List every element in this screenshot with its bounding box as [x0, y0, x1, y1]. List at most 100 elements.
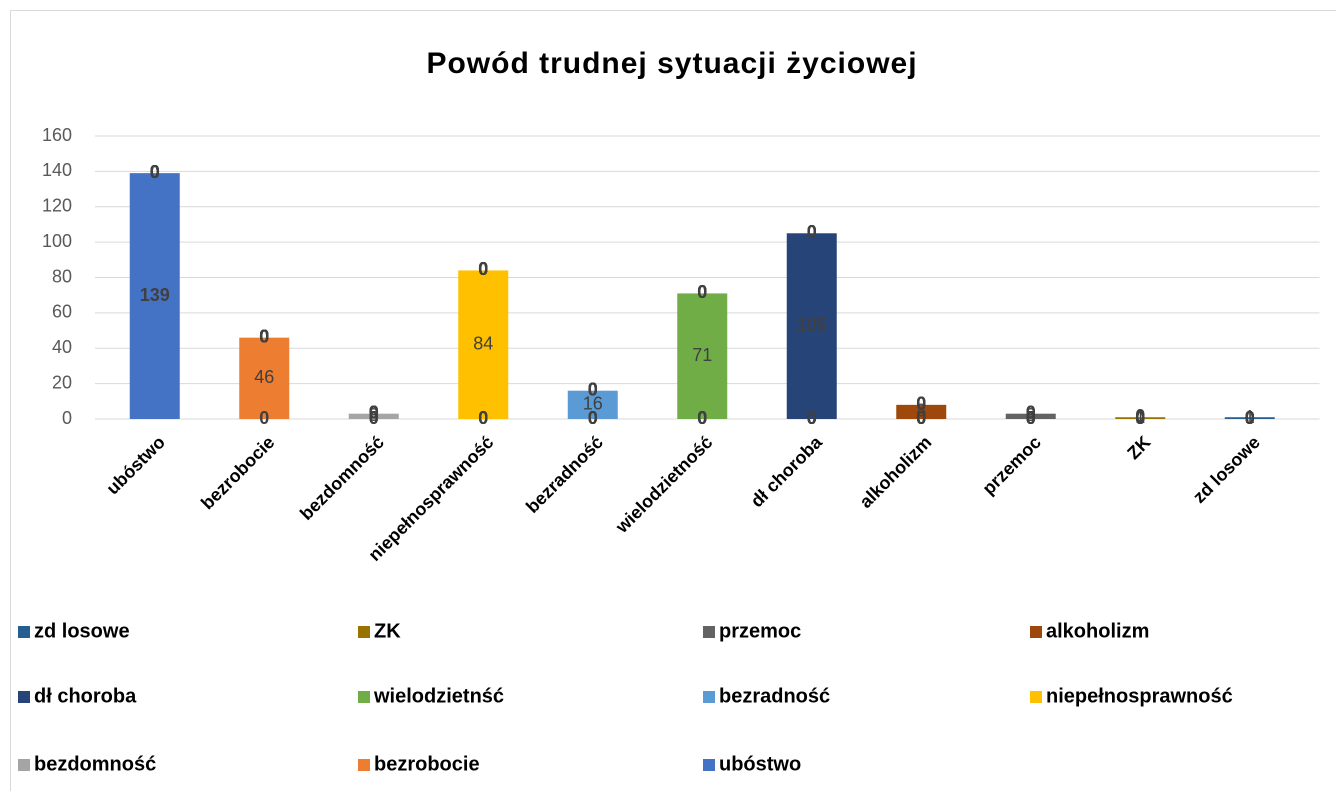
data-label: 0 [478, 408, 488, 428]
data-label: 71 [692, 345, 712, 365]
chart-title: Powód trudnej sytuacji życiowej [426, 47, 917, 80]
data-label: 1 [1245, 407, 1255, 427]
data-label: 84 [473, 333, 493, 353]
data-label: 3 [369, 405, 379, 425]
data-label: 46 [254, 367, 274, 387]
data-label: 0 [478, 408, 488, 428]
data-label: 0 [916, 408, 926, 428]
bar-segment [786, 233, 837, 419]
data-label: 0 [916, 394, 926, 414]
legend-swatch [18, 626, 30, 638]
data-label: 0 [259, 326, 269, 346]
data-label: 0 [807, 222, 817, 242]
data-label: 0 [1245, 408, 1255, 428]
bar-segment [1005, 413, 1056, 419]
data-label: 0 [588, 379, 598, 399]
data-label: 0 [1026, 408, 1036, 428]
data-label: 8 [916, 401, 926, 421]
data-label: 0 [369, 402, 379, 422]
data-label: 0 [807, 408, 817, 428]
data-label: 0 [1135, 408, 1145, 428]
data-label: 0 [916, 408, 926, 428]
data-label: 1 [1135, 407, 1145, 427]
data-label: 0 [150, 162, 160, 182]
bar-segment [567, 390, 618, 419]
bar-segment [239, 337, 290, 419]
data-label: 0 [916, 394, 926, 414]
data-label: 0 [478, 259, 488, 279]
data-label: 0 [588, 379, 598, 399]
data-label: 0 [588, 379, 598, 399]
legend-label: bezrobocie [374, 753, 480, 775]
legend-label: niepełnosprawność [1046, 685, 1233, 707]
legend-label: ubóstwo [719, 753, 801, 775]
y-tick-label: 80 [52, 266, 72, 286]
legend-label: dł choroba [34, 685, 137, 707]
data-label: 0 [916, 408, 926, 428]
data-label: 0 [369, 402, 379, 422]
legend-swatch [18, 759, 30, 771]
bar-segment [129, 173, 180, 419]
y-tick-label: 20 [52, 372, 72, 392]
data-label: 0 [1135, 408, 1145, 428]
legend-swatch [358, 626, 370, 638]
data-label: 0 [1245, 408, 1255, 428]
data-label: 0 [150, 162, 160, 182]
y-tick-label: 60 [52, 302, 72, 322]
data-label: 0 [697, 282, 707, 302]
data-label: 0 [807, 222, 817, 242]
data-label: 0 [1026, 408, 1036, 428]
data-label: 0 [369, 402, 379, 422]
data-label: 0 [150, 162, 160, 182]
data-label: 0 [916, 394, 926, 414]
data-label: 0 [1245, 408, 1255, 428]
chart-border [10, 10, 1336, 791]
data-label: 0 [478, 259, 488, 279]
data-label: 139 [140, 285, 170, 305]
y-tick-label: 100 [42, 231, 72, 251]
bar-segment [896, 404, 947, 419]
data-label: 105 [797, 315, 827, 335]
data-label: 0 [1135, 408, 1145, 428]
data-label: 0 [1135, 408, 1145, 428]
data-label: 16 [583, 394, 603, 414]
data-label: 0 [1026, 408, 1036, 428]
data-label: 0 [369, 402, 379, 422]
data-label: 0 [1245, 408, 1255, 428]
data-label: 0 [259, 326, 269, 346]
data-label: 0 [588, 408, 598, 428]
data-label: 0 [259, 326, 269, 346]
data-label: 0 [478, 259, 488, 279]
legend-swatch [18, 691, 30, 703]
data-label: 0 [697, 408, 707, 428]
y-tick-label: 140 [42, 160, 72, 180]
data-label: 0 [1245, 408, 1255, 428]
data-label: 0 [807, 408, 817, 428]
data-label: 0 [916, 408, 926, 428]
data-label: 0 [588, 379, 598, 399]
data-label: 0 [588, 408, 598, 428]
legend-swatch [703, 626, 715, 638]
data-label: 0 [369, 408, 379, 428]
data-label: 0 [807, 408, 817, 428]
data-label: 0 [1135, 406, 1145, 426]
data-label: 0 [1245, 408, 1255, 428]
data-label: 0 [150, 162, 160, 182]
data-label: 0 [697, 282, 707, 302]
data-label: 0 [1026, 408, 1036, 428]
data-label: 0 [916, 408, 926, 428]
data-label: 0 [588, 408, 598, 428]
legend-swatch [358, 691, 370, 703]
data-label: 0 [259, 326, 269, 346]
bar-segment [677, 293, 728, 419]
legend-swatch [358, 759, 370, 771]
data-label: 0 [1026, 402, 1036, 422]
data-label: 0 [807, 222, 817, 242]
legend-label: wielodzietnść [373, 685, 504, 707]
data-label: 0 [259, 408, 269, 428]
y-tick-label: 120 [42, 196, 72, 216]
bar-segment [1115, 417, 1166, 419]
data-label: 0 [478, 408, 488, 428]
legend-swatch [1030, 691, 1042, 703]
